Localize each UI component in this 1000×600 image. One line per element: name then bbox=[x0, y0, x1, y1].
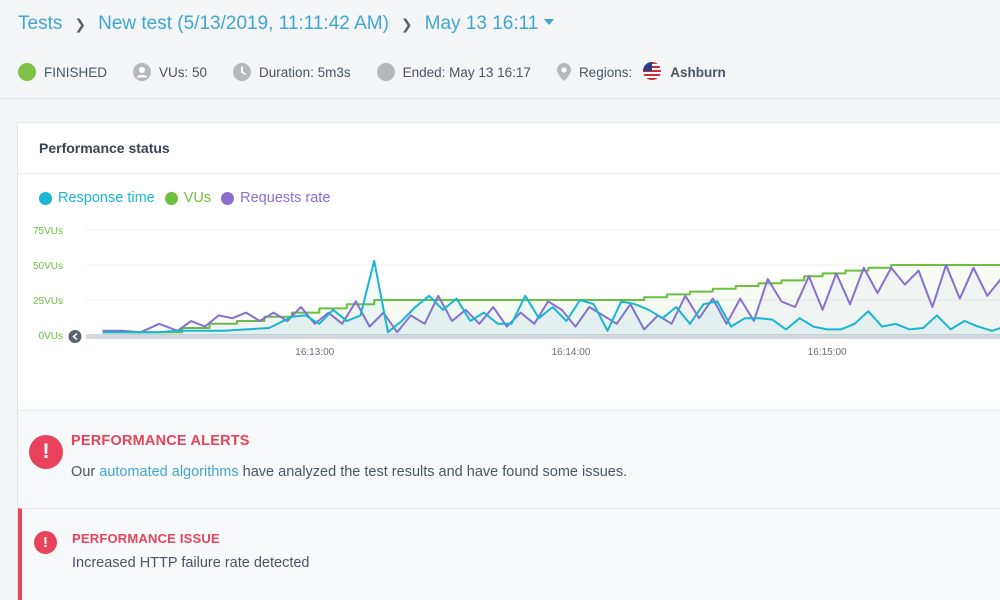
y-tick-label: 75VUs bbox=[33, 226, 63, 237]
series-line-requests-rate bbox=[102, 264, 1000, 334]
status-state-label: FINISHED bbox=[44, 64, 108, 80]
card-title: Performance status bbox=[39, 140, 170, 156]
legend-item-requests-rate[interactable]: Requests rate bbox=[221, 190, 330, 206]
legend-item-response-time[interactable]: Response time bbox=[39, 190, 155, 206]
card-divider bbox=[18, 173, 1000, 174]
status-ended-label: Ended: May 13 16:17 bbox=[402, 64, 531, 80]
performance-issue-item[interactable]: ! PERFORMANCE ISSUE Increased HTTP failu… bbox=[18, 508, 1000, 600]
chevron-right-icon: ❯ bbox=[400, 15, 413, 32]
series-line-vus bbox=[102, 264, 1000, 334]
performance-alerts-section: ! PERFORMANCE ALERTS Our automated algor… bbox=[18, 410, 1000, 600]
status-region-name: Ashburn bbox=[670, 64, 726, 80]
location-pin-icon bbox=[556, 63, 571, 81]
status-regions-label: Regions: bbox=[578, 64, 633, 80]
issue-exclamation-icon: ! bbox=[34, 531, 57, 554]
legend-label: Requests rate bbox=[240, 190, 331, 206]
issue-title: PERFORMANCE ISSUE bbox=[72, 531, 220, 546]
automated-algorithms-link[interactable]: automated algorithms bbox=[99, 464, 239, 480]
x-axis-bar bbox=[86, 334, 1000, 339]
breadcrumb-run-dropdown[interactable]: May 13 16:11 bbox=[425, 13, 555, 35]
alerts-description: Our automated algorithms have analyzed t… bbox=[71, 464, 627, 480]
breadcrumb-test-link[interactable]: New test (5/13/2019, 11:11:42 AM) bbox=[98, 13, 389, 34]
status-dot-icon bbox=[18, 63, 36, 81]
breadcrumb-run-label: May 13 16:11 bbox=[424, 13, 539, 34]
status-ended: Ended: May 13 16:17 bbox=[376, 63, 531, 81]
legend-dot-icon bbox=[221, 191, 235, 205]
performance-chart[interactable]: 0VUs 25VUs 50VUs 75VUs 16:13:00 16:14:00 16:15… bbox=[18, 218, 1000, 378]
header-divider bbox=[0, 98, 1000, 99]
legend-dot-icon bbox=[39, 191, 52, 205]
legend-item-vus[interactable]: VUs bbox=[164, 190, 212, 206]
status-duration-label: Duration: 5m3s bbox=[259, 64, 351, 80]
status-regions: Regions: Ashburn bbox=[556, 61, 726, 84]
user-icon bbox=[133, 63, 152, 81]
chevron-left-icon bbox=[72, 332, 78, 341]
y-tick-label: 25VUs bbox=[33, 296, 63, 307]
breadcrumb: Tests ❯ New test (5/13/2019, 11:11:42 AM… bbox=[18, 10, 555, 38]
chevron-right-icon: ❯ bbox=[74, 15, 87, 32]
status-vus-label: VUs: 50 bbox=[159, 64, 208, 80]
caret-down-icon bbox=[544, 18, 555, 25]
issue-description: Increased HTTP failure rate detected bbox=[72, 555, 310, 571]
status-finished: FINISHED bbox=[18, 63, 107, 81]
us-flag-icon bbox=[642, 61, 662, 84]
breadcrumb-tests-link[interactable]: Tests bbox=[18, 13, 63, 34]
x-tick-label: 16:13:00 bbox=[295, 347, 334, 358]
y-tick-label: 0VUs bbox=[39, 331, 63, 342]
alerts-desc-before: Our bbox=[71, 464, 100, 480]
status-duration: Duration: 5m3s bbox=[233, 63, 351, 81]
performance-status-card: Performance status Response time VUs Req… bbox=[17, 122, 1000, 600]
y-tick-label: 50VUs bbox=[33, 261, 63, 272]
alert-exclamation-icon: ! bbox=[29, 435, 63, 469]
status-vus: VUs: 50 bbox=[133, 63, 207, 81]
legend-dot-icon bbox=[164, 191, 178, 205]
x-tick-label: 16:15:00 bbox=[808, 347, 847, 358]
legend-label: VUs bbox=[183, 190, 212, 206]
x-tick-label: 16:14:00 bbox=[551, 347, 590, 358]
chart-legend: Response time VUs Requests rate bbox=[39, 190, 340, 206]
alerts-title: PERFORMANCE ALERTS bbox=[71, 433, 250, 449]
alerts-desc-after: have analyzed the test results and have … bbox=[238, 464, 628, 480]
clock-icon bbox=[233, 63, 252, 81]
series-line-response-time bbox=[102, 259, 1000, 334]
legend-label: Response time bbox=[58, 190, 155, 206]
circle-icon bbox=[376, 63, 395, 81]
scroll-left-icon bbox=[68, 330, 82, 343]
test-status-bar: FINISHED VUs: 50 Duration: 5m3s Ended: M… bbox=[18, 60, 752, 84]
